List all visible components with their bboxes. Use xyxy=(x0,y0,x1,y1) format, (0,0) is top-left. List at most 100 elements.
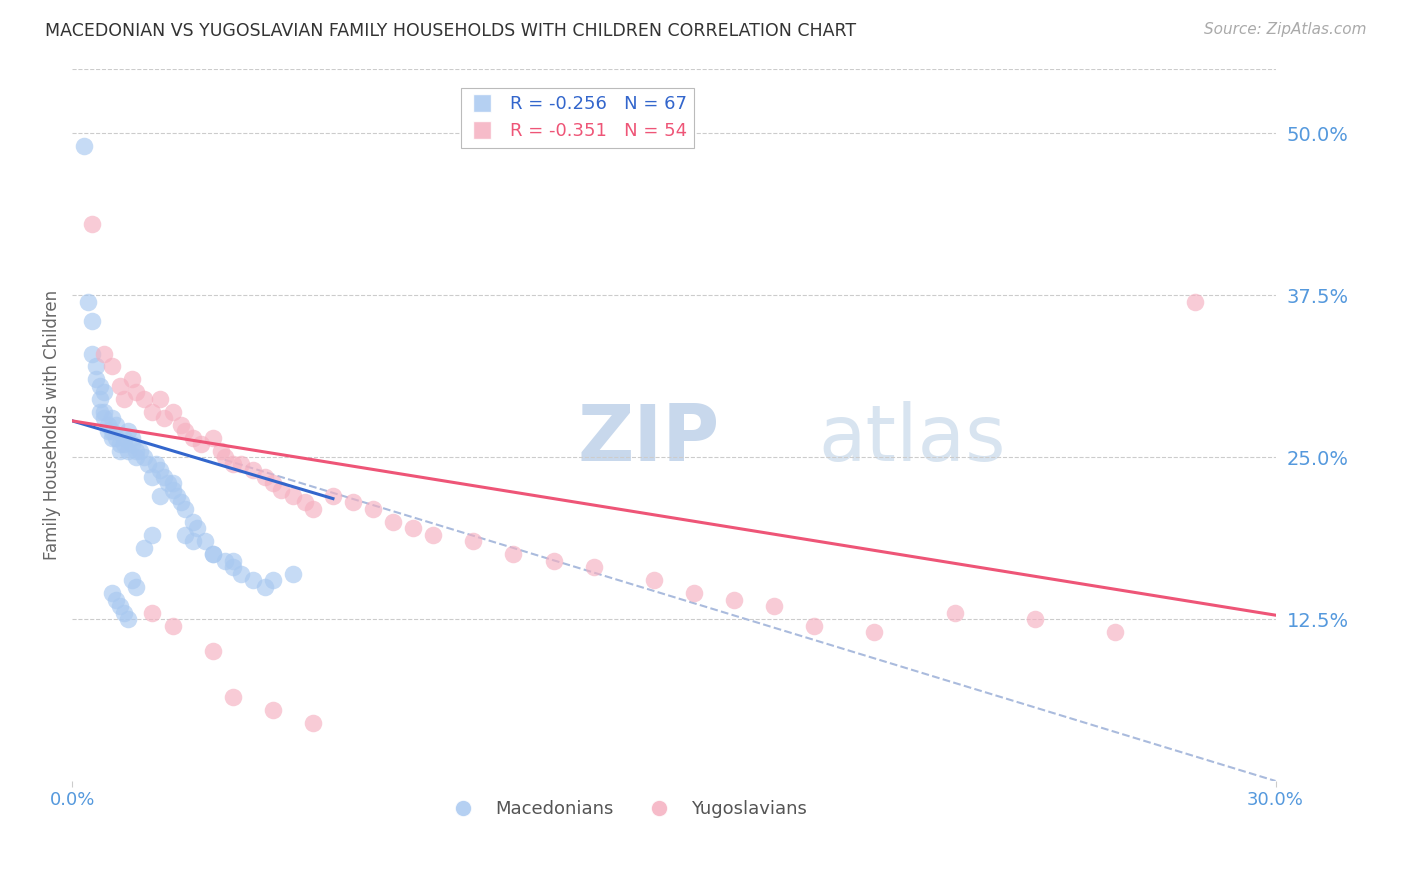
Point xyxy=(134,392,156,406)
Point xyxy=(643,573,665,587)
Point xyxy=(173,528,195,542)
Point xyxy=(194,534,217,549)
Point xyxy=(166,489,188,503)
Point xyxy=(129,443,152,458)
Point xyxy=(121,372,143,386)
Point xyxy=(169,495,191,509)
Point xyxy=(101,411,124,425)
Point xyxy=(270,483,292,497)
Point xyxy=(93,346,115,360)
Text: Source: ZipAtlas.com: Source: ZipAtlas.com xyxy=(1204,22,1367,37)
Point xyxy=(162,476,184,491)
Point xyxy=(121,431,143,445)
Point xyxy=(502,547,524,561)
Point xyxy=(242,573,264,587)
Point xyxy=(162,483,184,497)
Point xyxy=(153,411,176,425)
Point xyxy=(134,450,156,464)
Point xyxy=(302,502,325,516)
Point xyxy=(97,417,120,432)
Point xyxy=(101,586,124,600)
Point xyxy=(141,606,163,620)
Point xyxy=(162,405,184,419)
Point xyxy=(89,405,111,419)
Point xyxy=(112,392,135,406)
Point xyxy=(149,489,172,503)
Point xyxy=(221,457,243,471)
Text: ZIP: ZIP xyxy=(578,401,720,477)
Point xyxy=(294,495,316,509)
Point xyxy=(173,502,195,516)
Point xyxy=(117,612,139,626)
Point xyxy=(105,417,128,432)
Point xyxy=(101,359,124,374)
Point xyxy=(82,217,104,231)
Point xyxy=(214,450,236,464)
Point xyxy=(82,346,104,360)
Point xyxy=(262,703,284,717)
Point xyxy=(89,392,111,406)
Point xyxy=(253,469,276,483)
Point xyxy=(186,521,208,535)
Point xyxy=(863,625,886,640)
Point xyxy=(149,392,172,406)
Point xyxy=(141,405,163,419)
Point xyxy=(201,431,224,445)
Point xyxy=(169,417,191,432)
Point xyxy=(77,294,100,309)
Point xyxy=(262,573,284,587)
Point xyxy=(242,463,264,477)
Point xyxy=(262,476,284,491)
Point xyxy=(342,495,364,509)
Y-axis label: Family Households with Children: Family Households with Children xyxy=(44,290,60,560)
Point xyxy=(209,443,232,458)
Point xyxy=(803,618,825,632)
Point xyxy=(141,528,163,542)
Point xyxy=(125,385,148,400)
Point xyxy=(105,592,128,607)
Point xyxy=(582,560,605,574)
Point xyxy=(125,580,148,594)
Point xyxy=(93,411,115,425)
Point xyxy=(361,502,384,516)
Point xyxy=(82,314,104,328)
Point xyxy=(117,443,139,458)
Point xyxy=(201,547,224,561)
Point xyxy=(221,690,243,704)
Point xyxy=(1104,625,1126,640)
Point xyxy=(1024,612,1046,626)
Point xyxy=(181,431,204,445)
Point xyxy=(1184,294,1206,309)
Point xyxy=(190,437,212,451)
Point xyxy=(181,534,204,549)
Point xyxy=(322,489,344,503)
Point xyxy=(302,715,325,730)
Point xyxy=(943,606,966,620)
Point xyxy=(73,139,96,153)
Point xyxy=(121,437,143,451)
Point xyxy=(125,443,148,458)
Point xyxy=(229,457,252,471)
Point xyxy=(117,424,139,438)
Text: atlas: atlas xyxy=(818,401,1005,477)
Point xyxy=(253,580,276,594)
Point xyxy=(101,424,124,438)
Point xyxy=(125,450,148,464)
Point xyxy=(281,566,304,581)
Point xyxy=(112,437,135,451)
Point xyxy=(463,534,485,549)
Point xyxy=(89,379,111,393)
Point xyxy=(683,586,706,600)
Point xyxy=(201,644,224,658)
Legend: Macedonians, Yugoslavians: Macedonians, Yugoslavians xyxy=(437,793,814,825)
Point xyxy=(110,443,132,458)
Point xyxy=(121,573,143,587)
Point xyxy=(221,554,243,568)
Point xyxy=(422,528,444,542)
Point xyxy=(110,599,132,614)
Point xyxy=(105,431,128,445)
Point xyxy=(181,515,204,529)
Point xyxy=(214,554,236,568)
Point xyxy=(173,424,195,438)
Point xyxy=(402,521,425,535)
